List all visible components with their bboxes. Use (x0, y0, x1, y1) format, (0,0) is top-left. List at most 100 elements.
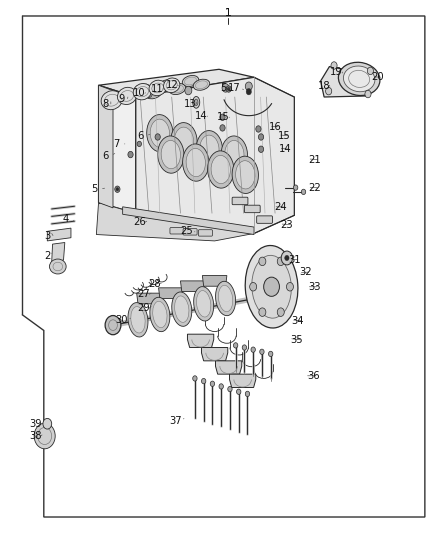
Polygon shape (187, 334, 214, 348)
Circle shape (258, 146, 264, 152)
Circle shape (245, 82, 252, 91)
Circle shape (108, 92, 115, 100)
FancyBboxPatch shape (183, 229, 197, 235)
Ellipse shape (128, 303, 148, 337)
Circle shape (331, 62, 337, 69)
Text: 28: 28 (148, 279, 161, 288)
Text: 13: 13 (184, 99, 197, 109)
Ellipse shape (236, 161, 255, 189)
Text: 5: 5 (91, 184, 97, 194)
Text: 37: 37 (170, 416, 182, 426)
Polygon shape (99, 85, 113, 208)
Circle shape (301, 189, 306, 195)
Ellipse shape (163, 78, 180, 93)
Ellipse shape (150, 119, 170, 147)
Text: 8: 8 (102, 99, 108, 109)
FancyBboxPatch shape (198, 230, 212, 236)
Text: 25: 25 (180, 226, 193, 236)
Circle shape (185, 86, 192, 95)
Ellipse shape (147, 115, 173, 152)
Ellipse shape (215, 281, 236, 316)
Circle shape (365, 90, 371, 98)
Text: 24: 24 (274, 202, 286, 212)
Text: 26: 26 (133, 217, 146, 227)
Circle shape (242, 345, 247, 350)
Ellipse shape (211, 156, 230, 183)
Ellipse shape (172, 292, 192, 326)
Text: 32: 32 (300, 267, 312, 277)
Circle shape (237, 389, 241, 394)
Circle shape (325, 87, 332, 95)
Text: 33: 33 (308, 282, 321, 292)
Circle shape (246, 88, 251, 95)
Text: 31: 31 (288, 255, 300, 265)
Ellipse shape (49, 259, 66, 274)
Text: 15: 15 (278, 131, 291, 141)
Circle shape (128, 151, 133, 158)
Ellipse shape (131, 306, 145, 333)
Circle shape (233, 343, 238, 348)
Text: 27: 27 (137, 289, 150, 299)
Circle shape (285, 255, 289, 261)
Circle shape (344, 67, 348, 72)
Circle shape (293, 185, 298, 190)
Polygon shape (137, 293, 161, 304)
Circle shape (43, 418, 52, 429)
Text: 38: 38 (29, 431, 41, 441)
Polygon shape (123, 207, 254, 235)
Ellipse shape (200, 135, 219, 163)
Circle shape (201, 378, 206, 384)
Polygon shape (201, 348, 228, 361)
Ellipse shape (343, 66, 375, 92)
Text: 4: 4 (63, 214, 69, 223)
Ellipse shape (245, 246, 298, 328)
Ellipse shape (153, 301, 167, 328)
Circle shape (286, 282, 293, 291)
Circle shape (145, 89, 152, 98)
Text: 23: 23 (281, 220, 293, 230)
Ellipse shape (161, 141, 180, 168)
Text: 15: 15 (217, 112, 230, 122)
Text: 6: 6 (137, 131, 143, 141)
Circle shape (226, 86, 231, 92)
Ellipse shape (339, 62, 380, 95)
Ellipse shape (183, 144, 209, 181)
Text: 18: 18 (318, 82, 330, 91)
Circle shape (367, 67, 374, 75)
Polygon shape (52, 243, 65, 262)
Circle shape (277, 308, 284, 317)
Text: 22: 22 (308, 183, 321, 192)
Ellipse shape (182, 76, 199, 86)
Text: 20: 20 (371, 72, 384, 82)
Ellipse shape (186, 149, 205, 176)
Text: 10: 10 (133, 88, 145, 98)
Polygon shape (202, 276, 227, 286)
Ellipse shape (193, 96, 200, 108)
Ellipse shape (174, 127, 194, 155)
Ellipse shape (171, 123, 197, 160)
Text: 35: 35 (291, 335, 303, 345)
Ellipse shape (196, 131, 223, 168)
Circle shape (137, 141, 141, 147)
Text: 6: 6 (102, 151, 108, 160)
Text: 12: 12 (166, 80, 179, 90)
Polygon shape (96, 203, 254, 241)
Circle shape (245, 391, 250, 397)
Ellipse shape (197, 290, 211, 317)
Circle shape (222, 84, 229, 92)
Text: 14: 14 (279, 144, 291, 154)
FancyBboxPatch shape (257, 216, 272, 223)
Ellipse shape (225, 141, 244, 168)
Text: 17: 17 (228, 83, 241, 93)
Circle shape (268, 351, 273, 357)
Ellipse shape (117, 87, 137, 104)
Text: 39: 39 (30, 419, 42, 429)
Polygon shape (47, 228, 71, 241)
Text: 21: 21 (308, 155, 321, 165)
Polygon shape (159, 288, 183, 298)
Ellipse shape (158, 80, 175, 91)
Text: 16: 16 (268, 122, 282, 132)
Circle shape (250, 282, 257, 291)
Circle shape (260, 349, 264, 354)
Text: 19: 19 (330, 67, 343, 77)
